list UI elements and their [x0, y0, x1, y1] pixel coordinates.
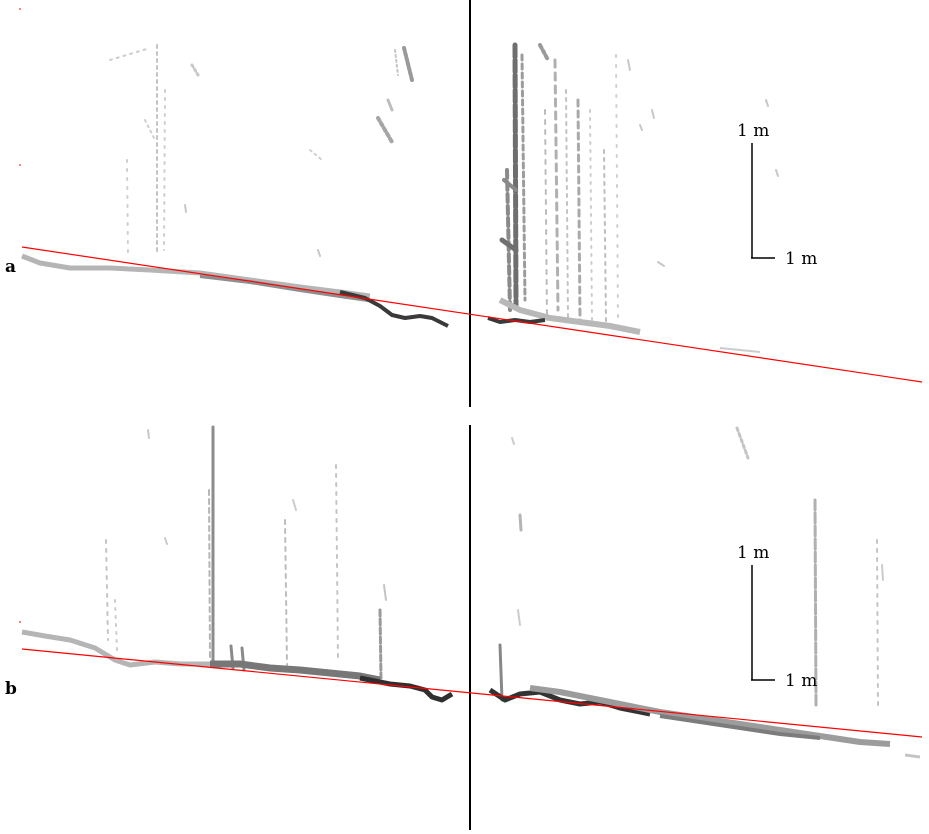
- panel-a-label: a: [5, 257, 16, 277]
- panel-a-scale-horizontal-label: 1 m: [785, 249, 817, 269]
- panel-b-right-point-cloud: [498, 426, 884, 707]
- panel-b-scale-bar: 1 m 1 m: [737, 543, 817, 691]
- panel-b-scale-horizontal-label: 1 m: [785, 671, 817, 691]
- panel-b-right-ground-profile: [488, 685, 921, 759]
- panel-a-scale-vertical-label: 1 m: [737, 121, 769, 141]
- panel-a-fit-line: [21, 246, 923, 383]
- panel-b: b 1 m 1 m: [5, 425, 923, 830]
- panel-b-left-ground-profile: [21, 629, 454, 703]
- panel-b-scale-vertical-label: 1 m: [737, 543, 769, 563]
- panel-a-left-ground-profile: [21, 253, 449, 328]
- panel-a-left-point-cloud: [109, 44, 414, 257]
- panel-b-fit-line: [21, 648, 923, 738]
- panel-a-right-ground-profile: [487, 297, 761, 353]
- panel-a-right-point-cloud: [499, 42, 779, 323]
- panel-a: a 1 m 1 m: [5, 0, 923, 407]
- panel-b-label: b: [5, 679, 17, 699]
- panel-a-scale-bar: 1 m 1 m: [737, 121, 817, 269]
- panel-b-left-point-cloud: [105, 425, 387, 680]
